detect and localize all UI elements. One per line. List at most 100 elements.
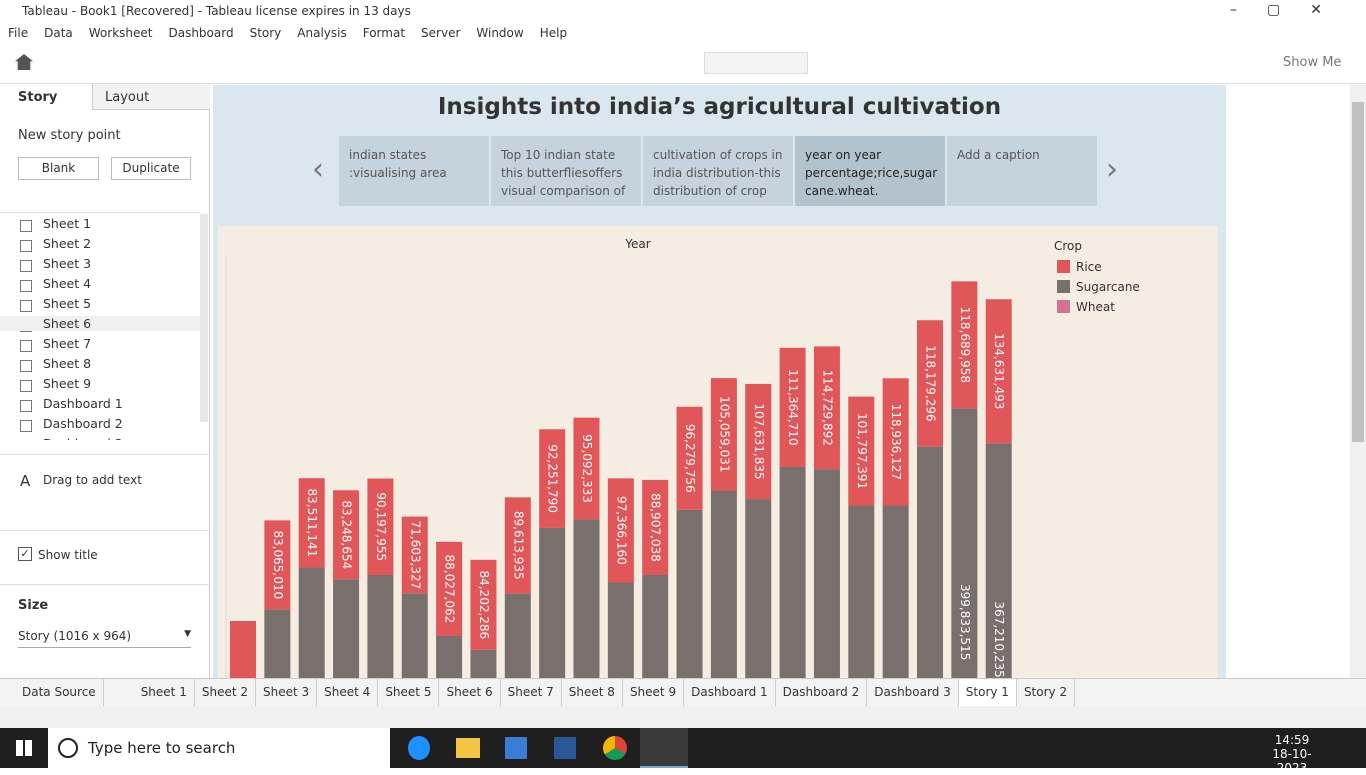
sheet-tab[interactable]: Story 2 bbox=[1017, 679, 1076, 706]
toolbar: Show Me bbox=[0, 44, 1366, 84]
bar-segment bbox=[813, 346, 840, 470]
size-select[interactable]: Story (1016 x 964) ▼ bbox=[18, 629, 191, 648]
sheet-item[interactable]: Dashboard 1 bbox=[43, 396, 123, 411]
menu-item[interactable]: Server bbox=[421, 26, 461, 40]
blank-button[interactable]: Blank bbox=[18, 157, 99, 180]
home-icon[interactable] bbox=[15, 54, 33, 70]
explorer-icon[interactable] bbox=[456, 738, 480, 758]
sheet-item[interactable]: Dashboard 2 bbox=[43, 416, 123, 431]
show-me[interactable]: Show Me bbox=[1283, 55, 1342, 70]
search-box[interactable]: Type here to search bbox=[48, 728, 390, 768]
bar-segment bbox=[985, 299, 1012, 444]
data-label: 399,833,515 bbox=[958, 584, 972, 660]
sheet-icon bbox=[20, 400, 32, 412]
sheet-tab[interactable]: Sheet 9 bbox=[623, 679, 685, 706]
sheet-item[interactable]: Sheet 9 bbox=[43, 376, 92, 391]
window-controls[interactable]: –▢✕ bbox=[1230, 2, 1352, 18]
bar-segment bbox=[848, 505, 875, 678]
menu-item[interactable]: Story bbox=[249, 26, 282, 40]
sheet-tab[interactable]: Sheet 8 bbox=[562, 679, 623, 706]
status-bar bbox=[0, 706, 1366, 728]
search-text: Type here to search bbox=[88, 739, 236, 757]
sheet-tab[interactable]: Dashboard 2 bbox=[776, 679, 868, 706]
bar-segment bbox=[264, 520, 291, 610]
sheet-tab[interactable]: Sheet 3 bbox=[256, 679, 318, 706]
sheet-tab[interactable]: Data Source bbox=[0, 679, 104, 706]
menu-item[interactable]: Dashboard bbox=[168, 26, 234, 40]
story-point[interactable]: Top 10 indian state this butterfliesoffe… bbox=[491, 136, 641, 206]
sheet-tab[interactable]: Sheet 2 bbox=[195, 679, 256, 706]
sheet-item[interactable]: Sheet 2 bbox=[43, 236, 92, 251]
tab-story[interactable]: Story bbox=[0, 84, 92, 110]
story-point[interactable]: cultivation of crops in india distributi… bbox=[643, 136, 793, 206]
bar-segment bbox=[230, 621, 256, 678]
sheet-tab[interactable]: Sheet 4 bbox=[317, 679, 379, 706]
chrome-icon[interactable] bbox=[603, 736, 627, 760]
menu-item[interactable]: Format bbox=[362, 26, 406, 40]
legend-label: Sugarcane bbox=[1076, 280, 1140, 294]
menu-item[interactable]: Window bbox=[476, 26, 524, 40]
menu-item[interactable]: Data bbox=[44, 26, 73, 40]
sheet-item[interactable]: Dashboard 3 bbox=[43, 436, 123, 440]
sheet-tab[interactable]: Sheet 7 bbox=[501, 679, 562, 706]
prev-arrow[interactable]: ‹ bbox=[312, 152, 324, 187]
edge-icon[interactable] bbox=[408, 736, 430, 760]
sheet-item[interactable]: Sheet 6 bbox=[0, 316, 200, 331]
data-label: 96,279,756 bbox=[683, 424, 697, 493]
drag-text[interactable]: Drag to add text bbox=[43, 473, 142, 487]
tableau-icon[interactable] bbox=[640, 728, 688, 768]
checkbox[interactable]: ✓ bbox=[18, 547, 32, 561]
story-point[interactable]: year on year percentage;rice,sugar cane.… bbox=[795, 136, 945, 206]
sheet-item[interactable]: Sheet 3 bbox=[43, 256, 92, 271]
legend-title: Crop bbox=[1054, 239, 1082, 253]
sheet-item[interactable]: Sheet 4 bbox=[43, 276, 92, 291]
sheet-icon bbox=[20, 420, 32, 432]
bar-segment bbox=[917, 320, 943, 447]
bar-segment bbox=[470, 559, 497, 650]
sheet-item[interactable]: Sheet 1 bbox=[43, 216, 92, 231]
menu-item[interactable]: Analysis bbox=[297, 26, 347, 40]
bar-segment bbox=[539, 429, 566, 528]
sheet-tab[interactable]: Dashboard 3 bbox=[867, 679, 959, 706]
sheet-item[interactable]: Sheet 5 bbox=[43, 296, 92, 311]
app-icon[interactable] bbox=[554, 737, 576, 759]
bar-segment bbox=[917, 446, 943, 678]
data-label: 134,631,493 bbox=[992, 333, 1006, 409]
divider bbox=[0, 454, 210, 455]
sheet-tab[interactable]: Dashboard 1 bbox=[684, 679, 776, 706]
bar-segment bbox=[745, 499, 772, 678]
story-point[interactable]: indian states :visualising area bbox=[339, 136, 489, 206]
menu-item[interactable]: File bbox=[8, 26, 29, 40]
bar-segment bbox=[813, 469, 840, 678]
bar-segment bbox=[951, 281, 978, 409]
tab-layout[interactable]: Layout bbox=[92, 84, 210, 110]
sheet-tab[interactable]: Sheet 5 bbox=[378, 679, 440, 706]
chart-panel: Year 83,065,010 83,511,141 83,248,654 90,197… bbox=[218, 226, 1218, 678]
story-point[interactable]: Add a caption bbox=[947, 136, 1097, 206]
bar-segment bbox=[401, 516, 428, 594]
sheet-tab[interactable]: Sheet 1 bbox=[134, 679, 195, 706]
dropdown[interactable] bbox=[704, 52, 808, 74]
sheet-item[interactable]: Sheet 8 bbox=[43, 356, 92, 371]
sheet-icon bbox=[20, 240, 32, 252]
store-icon[interactable] bbox=[505, 737, 527, 759]
next-arrow[interactable]: › bbox=[1106, 152, 1118, 187]
search-icon bbox=[58, 738, 78, 758]
sheet-tab[interactable]: Sheet 6 bbox=[439, 679, 501, 706]
sheet-tab[interactable]: Story 1 bbox=[958, 679, 1017, 706]
bar-segment bbox=[882, 505, 909, 678]
legend-label: Rice bbox=[1076, 260, 1102, 274]
data-label: 114,729,892 bbox=[820, 370, 834, 446]
clock: 14:59 18-10-2023 bbox=[1262, 733, 1322, 775]
sheet-item[interactable]: Sheet 7 bbox=[43, 336, 92, 351]
show-title[interactable]: Show title bbox=[38, 548, 98, 562]
sheet-icon bbox=[20, 280, 32, 292]
menu-item[interactable]: Help bbox=[539, 26, 568, 40]
data-label: 107,631,835 bbox=[752, 403, 766, 479]
legend-swatch bbox=[1057, 260, 1070, 273]
menu-item[interactable]: Worksheet bbox=[88, 26, 153, 40]
duplicate-button[interactable]: Duplicate bbox=[111, 157, 191, 180]
bar-segment bbox=[642, 575, 669, 678]
sheet-icon bbox=[20, 380, 32, 392]
start-button[interactable] bbox=[16, 740, 32, 756]
